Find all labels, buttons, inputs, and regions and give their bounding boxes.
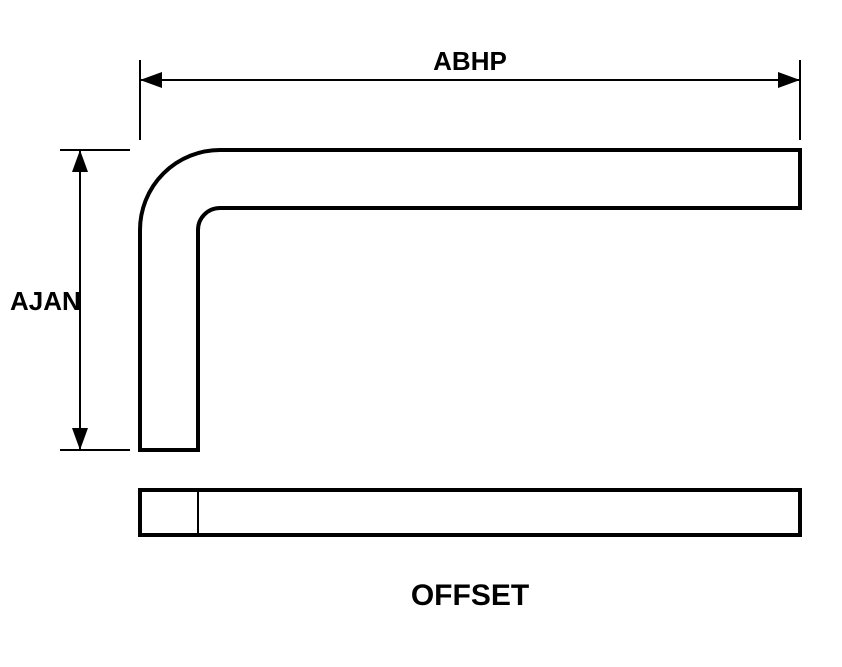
dim-v-arrow-top bbox=[72, 150, 88, 172]
dim-v-arrow-bottom bbox=[72, 428, 88, 450]
diagram-caption: OFFSET bbox=[411, 579, 529, 612]
hex-key-side-view bbox=[140, 150, 800, 450]
dim-h-arrow-left bbox=[140, 72, 162, 88]
dim-h-arrow-right bbox=[778, 72, 800, 88]
hex-key-top-view bbox=[140, 490, 800, 535]
dim-v-label: AJAN bbox=[10, 286, 81, 316]
dim-h-label: ABHP bbox=[433, 46, 507, 76]
